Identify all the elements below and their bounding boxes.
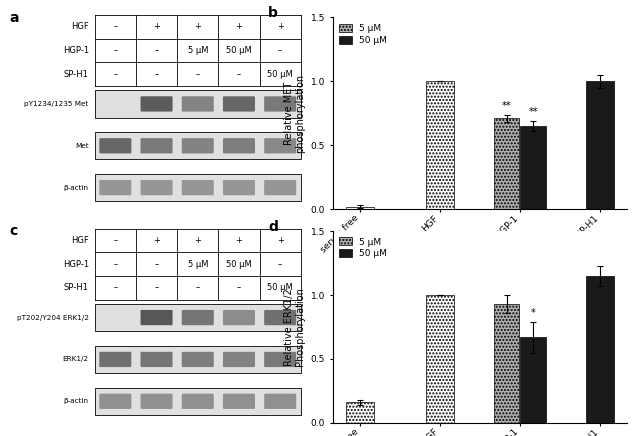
Bar (95, 90, 301, 118)
Bar (586, 276, 614, 423)
Text: –: – (196, 283, 200, 293)
FancyBboxPatch shape (141, 138, 173, 153)
Bar (95, 388, 301, 415)
Text: –: – (113, 236, 118, 245)
Text: Met: Met (76, 143, 89, 149)
Text: 50 μM: 50 μM (226, 46, 252, 55)
Text: +: + (236, 22, 243, 31)
Bar (95, 304, 301, 331)
Text: 5 μM: 5 μM (188, 260, 208, 269)
Text: β-actin: β-actin (64, 399, 89, 404)
Text: +: + (236, 236, 243, 245)
Text: –: – (278, 46, 282, 55)
Text: **: ** (529, 107, 538, 117)
FancyBboxPatch shape (182, 310, 214, 325)
Text: –: – (154, 46, 159, 55)
Y-axis label: Relative MET
phosphorylation: Relative MET phosphorylation (284, 74, 305, 153)
Text: +: + (276, 236, 284, 245)
Text: –: – (154, 260, 159, 269)
Bar (494, 304, 520, 423)
Legend: 5 μM, 50 μM: 5 μM, 50 μM (337, 22, 388, 47)
FancyBboxPatch shape (182, 394, 214, 409)
Text: –: – (278, 260, 282, 269)
FancyBboxPatch shape (264, 138, 296, 153)
FancyBboxPatch shape (223, 310, 255, 325)
Text: pY1234/1235 Met: pY1234/1235 Met (24, 101, 89, 107)
FancyBboxPatch shape (141, 96, 173, 112)
Bar (426, 82, 454, 209)
Text: b: b (268, 6, 278, 20)
Bar (426, 295, 454, 423)
Text: **: ** (502, 101, 511, 111)
FancyBboxPatch shape (264, 352, 296, 367)
Text: +: + (276, 22, 284, 31)
Bar (586, 82, 614, 209)
Text: +: + (153, 236, 160, 245)
Bar (346, 402, 374, 423)
FancyBboxPatch shape (141, 180, 173, 195)
Y-axis label: Relative ERK1/2
Phosphorylation: Relative ERK1/2 Phosphorylation (284, 288, 305, 366)
FancyBboxPatch shape (264, 96, 296, 112)
FancyBboxPatch shape (223, 352, 255, 367)
Text: 5 μM: 5 μM (188, 46, 208, 55)
FancyBboxPatch shape (182, 352, 214, 367)
Text: –: – (113, 70, 118, 79)
FancyBboxPatch shape (264, 180, 296, 195)
FancyBboxPatch shape (99, 180, 131, 195)
Bar (95, 132, 301, 160)
FancyBboxPatch shape (99, 394, 131, 409)
Bar (520, 337, 546, 423)
FancyBboxPatch shape (223, 180, 255, 195)
Text: –: – (154, 70, 159, 79)
Bar (95, 174, 301, 201)
Text: –: – (113, 260, 118, 269)
Text: HGP-1: HGP-1 (63, 260, 89, 269)
Text: –: – (113, 283, 118, 293)
Bar (346, 207, 374, 209)
FancyBboxPatch shape (141, 310, 173, 325)
Text: –: – (196, 70, 200, 79)
Text: –: – (113, 22, 118, 31)
Text: SP-H1: SP-H1 (64, 70, 89, 79)
FancyBboxPatch shape (264, 310, 296, 325)
Bar (95, 346, 301, 373)
FancyBboxPatch shape (182, 138, 214, 153)
Text: HGF: HGF (71, 22, 89, 31)
Text: –: – (154, 283, 159, 293)
Text: –: – (237, 70, 241, 79)
FancyBboxPatch shape (182, 96, 214, 112)
Text: *: * (531, 308, 536, 318)
Text: HGF: HGF (71, 236, 89, 245)
Text: 50 μM: 50 μM (268, 283, 293, 293)
Text: c: c (10, 225, 17, 238)
FancyBboxPatch shape (264, 394, 296, 409)
Legend: 5 μM, 50 μM: 5 μM, 50 μM (337, 235, 388, 260)
FancyBboxPatch shape (182, 180, 214, 195)
Bar (494, 119, 520, 209)
Text: +: + (153, 22, 160, 31)
Text: SP-H1: SP-H1 (64, 283, 89, 293)
FancyBboxPatch shape (223, 138, 255, 153)
Text: –: – (113, 46, 118, 55)
FancyBboxPatch shape (223, 394, 255, 409)
FancyBboxPatch shape (141, 352, 173, 367)
FancyBboxPatch shape (99, 138, 131, 153)
FancyBboxPatch shape (99, 352, 131, 367)
Text: 50 μM: 50 μM (268, 70, 293, 79)
Text: +: + (195, 236, 201, 245)
Text: pT202/Y204 ERK1/2: pT202/Y204 ERK1/2 (17, 315, 89, 320)
Text: HGP-1: HGP-1 (63, 46, 89, 55)
Text: –: – (237, 283, 241, 293)
Text: +: + (195, 22, 201, 31)
FancyBboxPatch shape (223, 96, 255, 112)
Text: ERK1/2: ERK1/2 (63, 357, 89, 362)
Text: a: a (10, 11, 19, 25)
Text: d: d (268, 220, 278, 234)
Bar (520, 126, 546, 209)
Text: β-actin: β-actin (64, 185, 89, 191)
FancyBboxPatch shape (141, 394, 173, 409)
Text: 50 μM: 50 μM (226, 260, 252, 269)
